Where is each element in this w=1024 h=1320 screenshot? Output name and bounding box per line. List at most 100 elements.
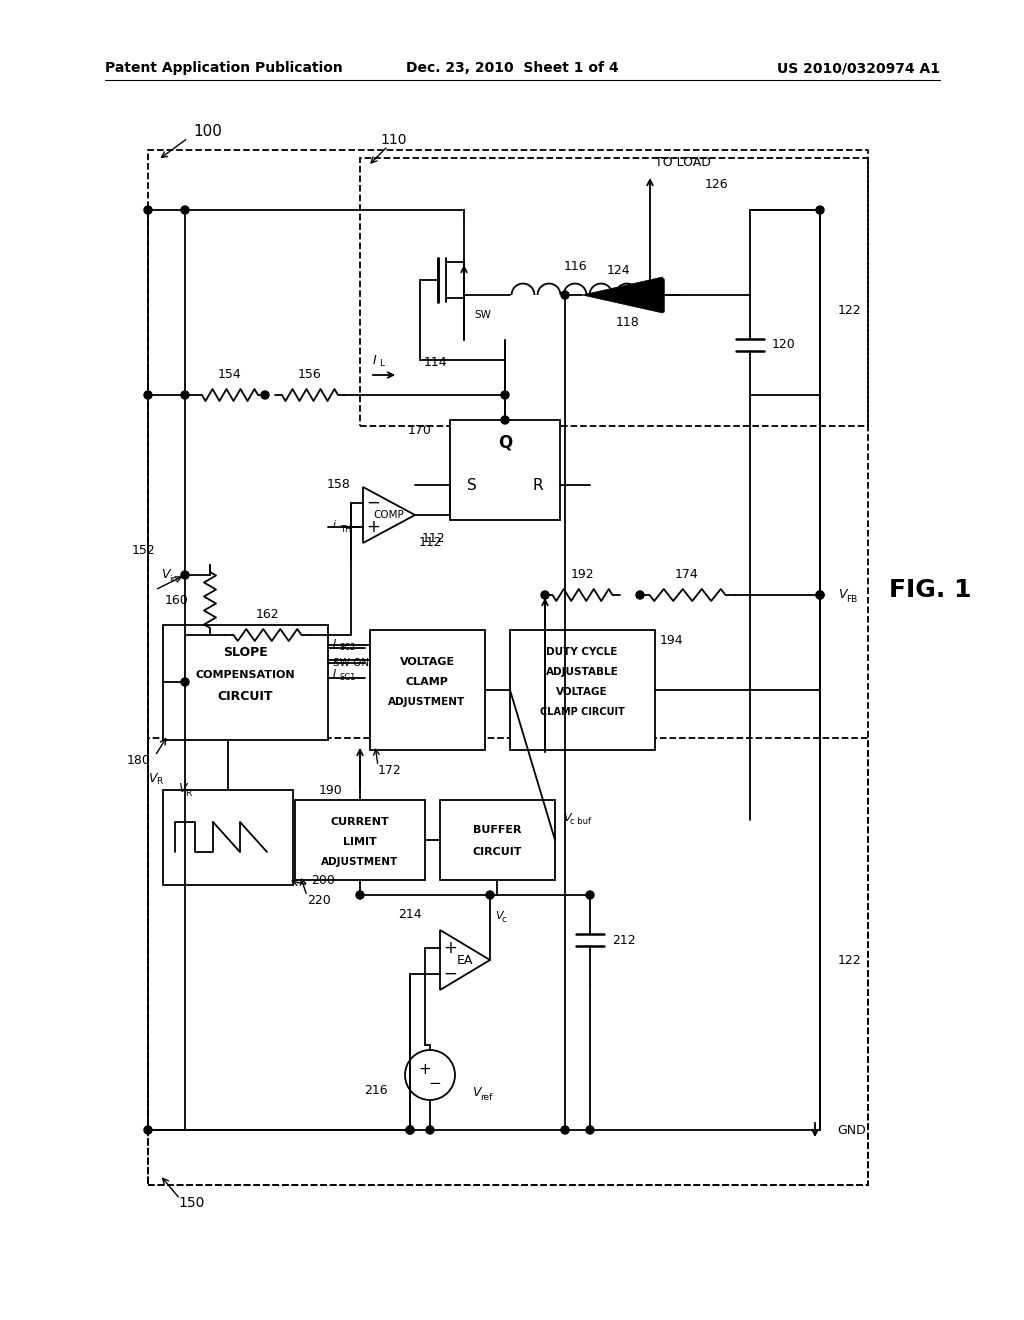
Text: 114: 114 — [423, 355, 446, 368]
Text: SW: SW — [474, 310, 490, 319]
Text: VOLTAGE: VOLTAGE — [399, 657, 455, 667]
Bar — [148, 738, 868, 1185]
Text: 174: 174 — [675, 569, 698, 582]
Circle shape — [501, 416, 509, 424]
Text: 118: 118 — [615, 317, 639, 330]
Text: 158: 158 — [327, 479, 351, 491]
Text: ADJUSTMENT: ADJUSTMENT — [388, 697, 466, 708]
Text: 126: 126 — [705, 178, 729, 191]
Text: L: L — [380, 359, 384, 368]
Text: Dec. 23, 2010  Sheet 1 of 4: Dec. 23, 2010 Sheet 1 of 4 — [406, 61, 618, 75]
Text: 194: 194 — [660, 634, 684, 647]
Text: EA: EA — [457, 953, 473, 966]
Text: −: − — [429, 1076, 441, 1090]
Text: R: R — [532, 478, 544, 492]
Text: FB: FB — [846, 594, 857, 603]
Text: −: − — [366, 494, 380, 512]
Text: 216: 216 — [365, 1084, 388, 1097]
Text: SC2: SC2 — [340, 644, 356, 652]
Text: +: + — [443, 939, 457, 957]
Text: V: V — [563, 813, 570, 822]
Text: I: I — [333, 639, 336, 649]
Circle shape — [646, 290, 654, 300]
Text: 220: 220 — [307, 894, 331, 907]
Circle shape — [561, 290, 569, 300]
Text: 180: 180 — [127, 754, 151, 767]
Text: 122: 122 — [838, 953, 861, 966]
Text: in: in — [170, 576, 178, 585]
Text: V: V — [472, 1086, 480, 1100]
Text: BUFFER: BUFFER — [473, 825, 521, 836]
Text: c buf: c buf — [570, 817, 591, 826]
Text: 162: 162 — [255, 609, 279, 622]
Text: 212: 212 — [612, 933, 636, 946]
Text: FIG. 1: FIG. 1 — [889, 578, 971, 602]
Circle shape — [586, 891, 594, 899]
Text: Q: Q — [498, 433, 512, 451]
Text: 160: 160 — [164, 594, 188, 606]
Circle shape — [261, 391, 269, 399]
Polygon shape — [583, 277, 663, 313]
Text: 156: 156 — [298, 368, 322, 381]
Bar — [148, 150, 868, 1185]
Bar — [360, 158, 868, 426]
Text: V: V — [495, 911, 503, 921]
Text: DUTY CYCLE: DUTY CYCLE — [547, 647, 617, 657]
Text: 152: 152 — [131, 544, 155, 557]
Circle shape — [406, 1126, 414, 1134]
Bar — [163, 789, 293, 884]
Text: 112: 112 — [419, 536, 442, 549]
Text: 170: 170 — [409, 424, 432, 437]
Text: +: + — [419, 1063, 431, 1077]
Text: 100: 100 — [193, 124, 222, 140]
Text: US 2010/0320974 A1: US 2010/0320974 A1 — [777, 61, 940, 75]
Text: 200: 200 — [311, 874, 335, 887]
Text: 192: 192 — [570, 569, 594, 582]
Text: TH: TH — [340, 524, 351, 533]
Text: ref: ref — [480, 1093, 493, 1101]
Circle shape — [181, 631, 189, 639]
Text: −: − — [443, 965, 457, 983]
Circle shape — [816, 206, 824, 214]
Text: GND: GND — [837, 1123, 865, 1137]
Text: 150: 150 — [178, 1196, 205, 1210]
Circle shape — [181, 206, 189, 214]
Bar — [295, 800, 425, 880]
Text: SLOPE: SLOPE — [222, 647, 267, 660]
Text: CIRCUIT: CIRCUIT — [472, 847, 522, 857]
Text: I: I — [333, 669, 336, 678]
Text: COMP: COMP — [374, 510, 404, 520]
Text: R: R — [185, 788, 191, 797]
Text: CLAMP: CLAMP — [406, 677, 449, 686]
Circle shape — [406, 1126, 414, 1134]
Text: R: R — [156, 777, 162, 787]
Circle shape — [586, 1126, 594, 1134]
Circle shape — [816, 591, 824, 599]
Text: 112: 112 — [421, 532, 445, 544]
Text: ADJUSTABLE: ADJUSTABLE — [546, 667, 618, 677]
Circle shape — [486, 891, 494, 899]
Circle shape — [144, 391, 152, 399]
Text: CURRENT: CURRENT — [331, 817, 389, 828]
Circle shape — [181, 678, 189, 686]
Text: 116: 116 — [563, 260, 587, 273]
Text: V: V — [148, 771, 157, 784]
Text: SW ON: SW ON — [333, 657, 369, 668]
Bar — [163, 624, 328, 741]
Text: VOLTAGE: VOLTAGE — [556, 686, 608, 697]
Circle shape — [356, 891, 364, 899]
Text: SC1: SC1 — [340, 673, 356, 682]
Text: I: I — [373, 354, 377, 367]
Text: 214: 214 — [398, 908, 422, 921]
Text: CLAMP CIRCUIT: CLAMP CIRCUIT — [540, 708, 625, 717]
Circle shape — [181, 391, 189, 399]
Bar — [440, 800, 555, 880]
Text: CIRCUIT: CIRCUIT — [217, 690, 272, 704]
Circle shape — [181, 572, 189, 579]
Text: 172: 172 — [378, 763, 401, 776]
Text: LIMIT: LIMIT — [343, 837, 377, 847]
Text: 110: 110 — [380, 133, 407, 147]
Text: ADJUSTMENT: ADJUSTMENT — [322, 857, 398, 867]
Circle shape — [636, 591, 644, 599]
Circle shape — [501, 391, 509, 399]
